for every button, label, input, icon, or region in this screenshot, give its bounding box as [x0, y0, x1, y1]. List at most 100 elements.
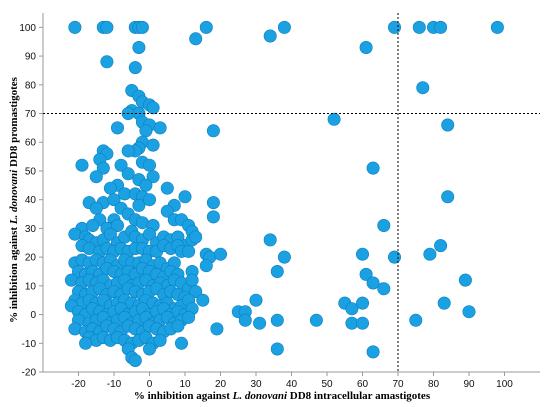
- data-point: [434, 20, 448, 34]
- data-point: [355, 247, 369, 261]
- data-point: [238, 313, 252, 327]
- data-point: [263, 233, 277, 247]
- data-point: [441, 190, 455, 204]
- data-point: [387, 20, 401, 34]
- x-tick-label: 50: [321, 379, 333, 390]
- data-point: [143, 227, 157, 241]
- data-point: [270, 264, 284, 278]
- x-tick-label: 10: [179, 379, 191, 390]
- data-point: [253, 316, 267, 330]
- data-point: [270, 313, 284, 327]
- data-point: [423, 247, 437, 261]
- y-tick-label: 10: [25, 281, 37, 292]
- x-tick-label: -10: [107, 379, 122, 390]
- data-point: [434, 239, 448, 253]
- data-point: [412, 20, 426, 34]
- data-point: [366, 276, 380, 290]
- data-point: [121, 144, 135, 158]
- x-tick-label: 100: [496, 379, 513, 390]
- data-point: [206, 196, 220, 210]
- x-axis-ticks: -20 -10 0 10 20 30 40 50 60 70 80 90 100: [71, 372, 513, 390]
- data-point: [377, 219, 391, 233]
- data-point: [277, 20, 291, 34]
- data-point: [366, 161, 380, 175]
- data-point: [143, 158, 157, 172]
- data-point: [345, 302, 359, 316]
- data-point: [100, 20, 114, 34]
- data-point: [103, 181, 117, 195]
- data-point: [146, 170, 160, 184]
- y-tick-label: 70: [25, 109, 37, 120]
- x-axis-label: % inhibition against L. donovani DD8 int…: [134, 390, 431, 402]
- data-point: [178, 190, 192, 204]
- y-axis-label-suffix: DD8 promastigotes: [8, 76, 20, 169]
- data-point: [270, 342, 284, 356]
- data-point: [128, 61, 142, 75]
- data-point: [68, 20, 82, 34]
- data-point: [189, 230, 203, 244]
- x-tick-label: 40: [286, 379, 298, 390]
- x-tick-label: 80: [428, 379, 440, 390]
- data-point: [96, 161, 110, 175]
- data-point: [206, 210, 220, 224]
- x-axis-label-suffix: DD8 intracellular amastigotes: [287, 390, 431, 402]
- x-tick-label: 60: [357, 379, 369, 390]
- y-axis-label-species: L. donovani: [8, 169, 20, 225]
- data-point: [327, 112, 341, 126]
- data-point: [121, 167, 135, 181]
- data-point: [75, 158, 89, 172]
- data-point: [89, 201, 103, 215]
- data-point: [146, 138, 160, 152]
- y-tick-label: 20: [25, 253, 37, 264]
- data-point: [462, 305, 476, 319]
- data-point: [355, 316, 369, 330]
- data-point: [196, 293, 210, 307]
- y-axis-label: % inhibition against L. donovani DD8 pro…: [8, 76, 20, 323]
- data-point: [441, 118, 455, 132]
- data-point: [263, 29, 277, 43]
- data-point: [111, 219, 125, 233]
- y-tick-label: 50: [25, 166, 37, 177]
- x-tick-label: 20: [215, 379, 227, 390]
- x-axis-label-prefix: % inhibition against: [134, 390, 233, 402]
- data-point: [114, 158, 128, 172]
- data-point: [182, 244, 196, 258]
- y-tick-label: 80: [25, 80, 37, 91]
- y-tick-label: 40: [25, 195, 37, 206]
- data-point: [100, 55, 114, 69]
- data-point: [132, 198, 146, 212]
- data-point: [409, 313, 423, 327]
- data-point: [111, 121, 125, 135]
- data-point: [490, 20, 504, 34]
- data-point: [107, 193, 121, 207]
- data-point: [387, 250, 401, 264]
- data-point: [103, 227, 117, 241]
- data-point: [79, 336, 93, 350]
- data-point: [206, 124, 220, 138]
- data-point: [199, 20, 213, 34]
- data-point: [214, 247, 228, 261]
- y-tick-label: 30: [25, 224, 37, 235]
- data-point: [143, 342, 157, 356]
- y-tick-label: -10: [22, 339, 37, 350]
- data-point: [68, 322, 82, 336]
- data-point: [139, 178, 153, 192]
- y-axis-ticks: -20 -10 0 10 20 30 40 50 60 70 80 90 100: [19, 23, 43, 379]
- data-point: [160, 204, 174, 218]
- y-tick-label: 90: [25, 52, 37, 63]
- data-point: [249, 293, 263, 307]
- data-point: [355, 296, 369, 310]
- data-point: [210, 322, 224, 336]
- data-point: [377, 282, 391, 296]
- x-tick-label: -20: [71, 379, 86, 390]
- data-point: [146, 101, 160, 115]
- data-point: [160, 181, 174, 195]
- y-axis-label-prefix: % inhibition against: [8, 224, 20, 323]
- data-point: [416, 81, 430, 95]
- data-point: [128, 353, 142, 367]
- data-point: [143, 193, 157, 207]
- data-point: [189, 32, 203, 46]
- x-axis-label-species: L. donovani: [232, 390, 288, 402]
- data-point: [185, 273, 199, 287]
